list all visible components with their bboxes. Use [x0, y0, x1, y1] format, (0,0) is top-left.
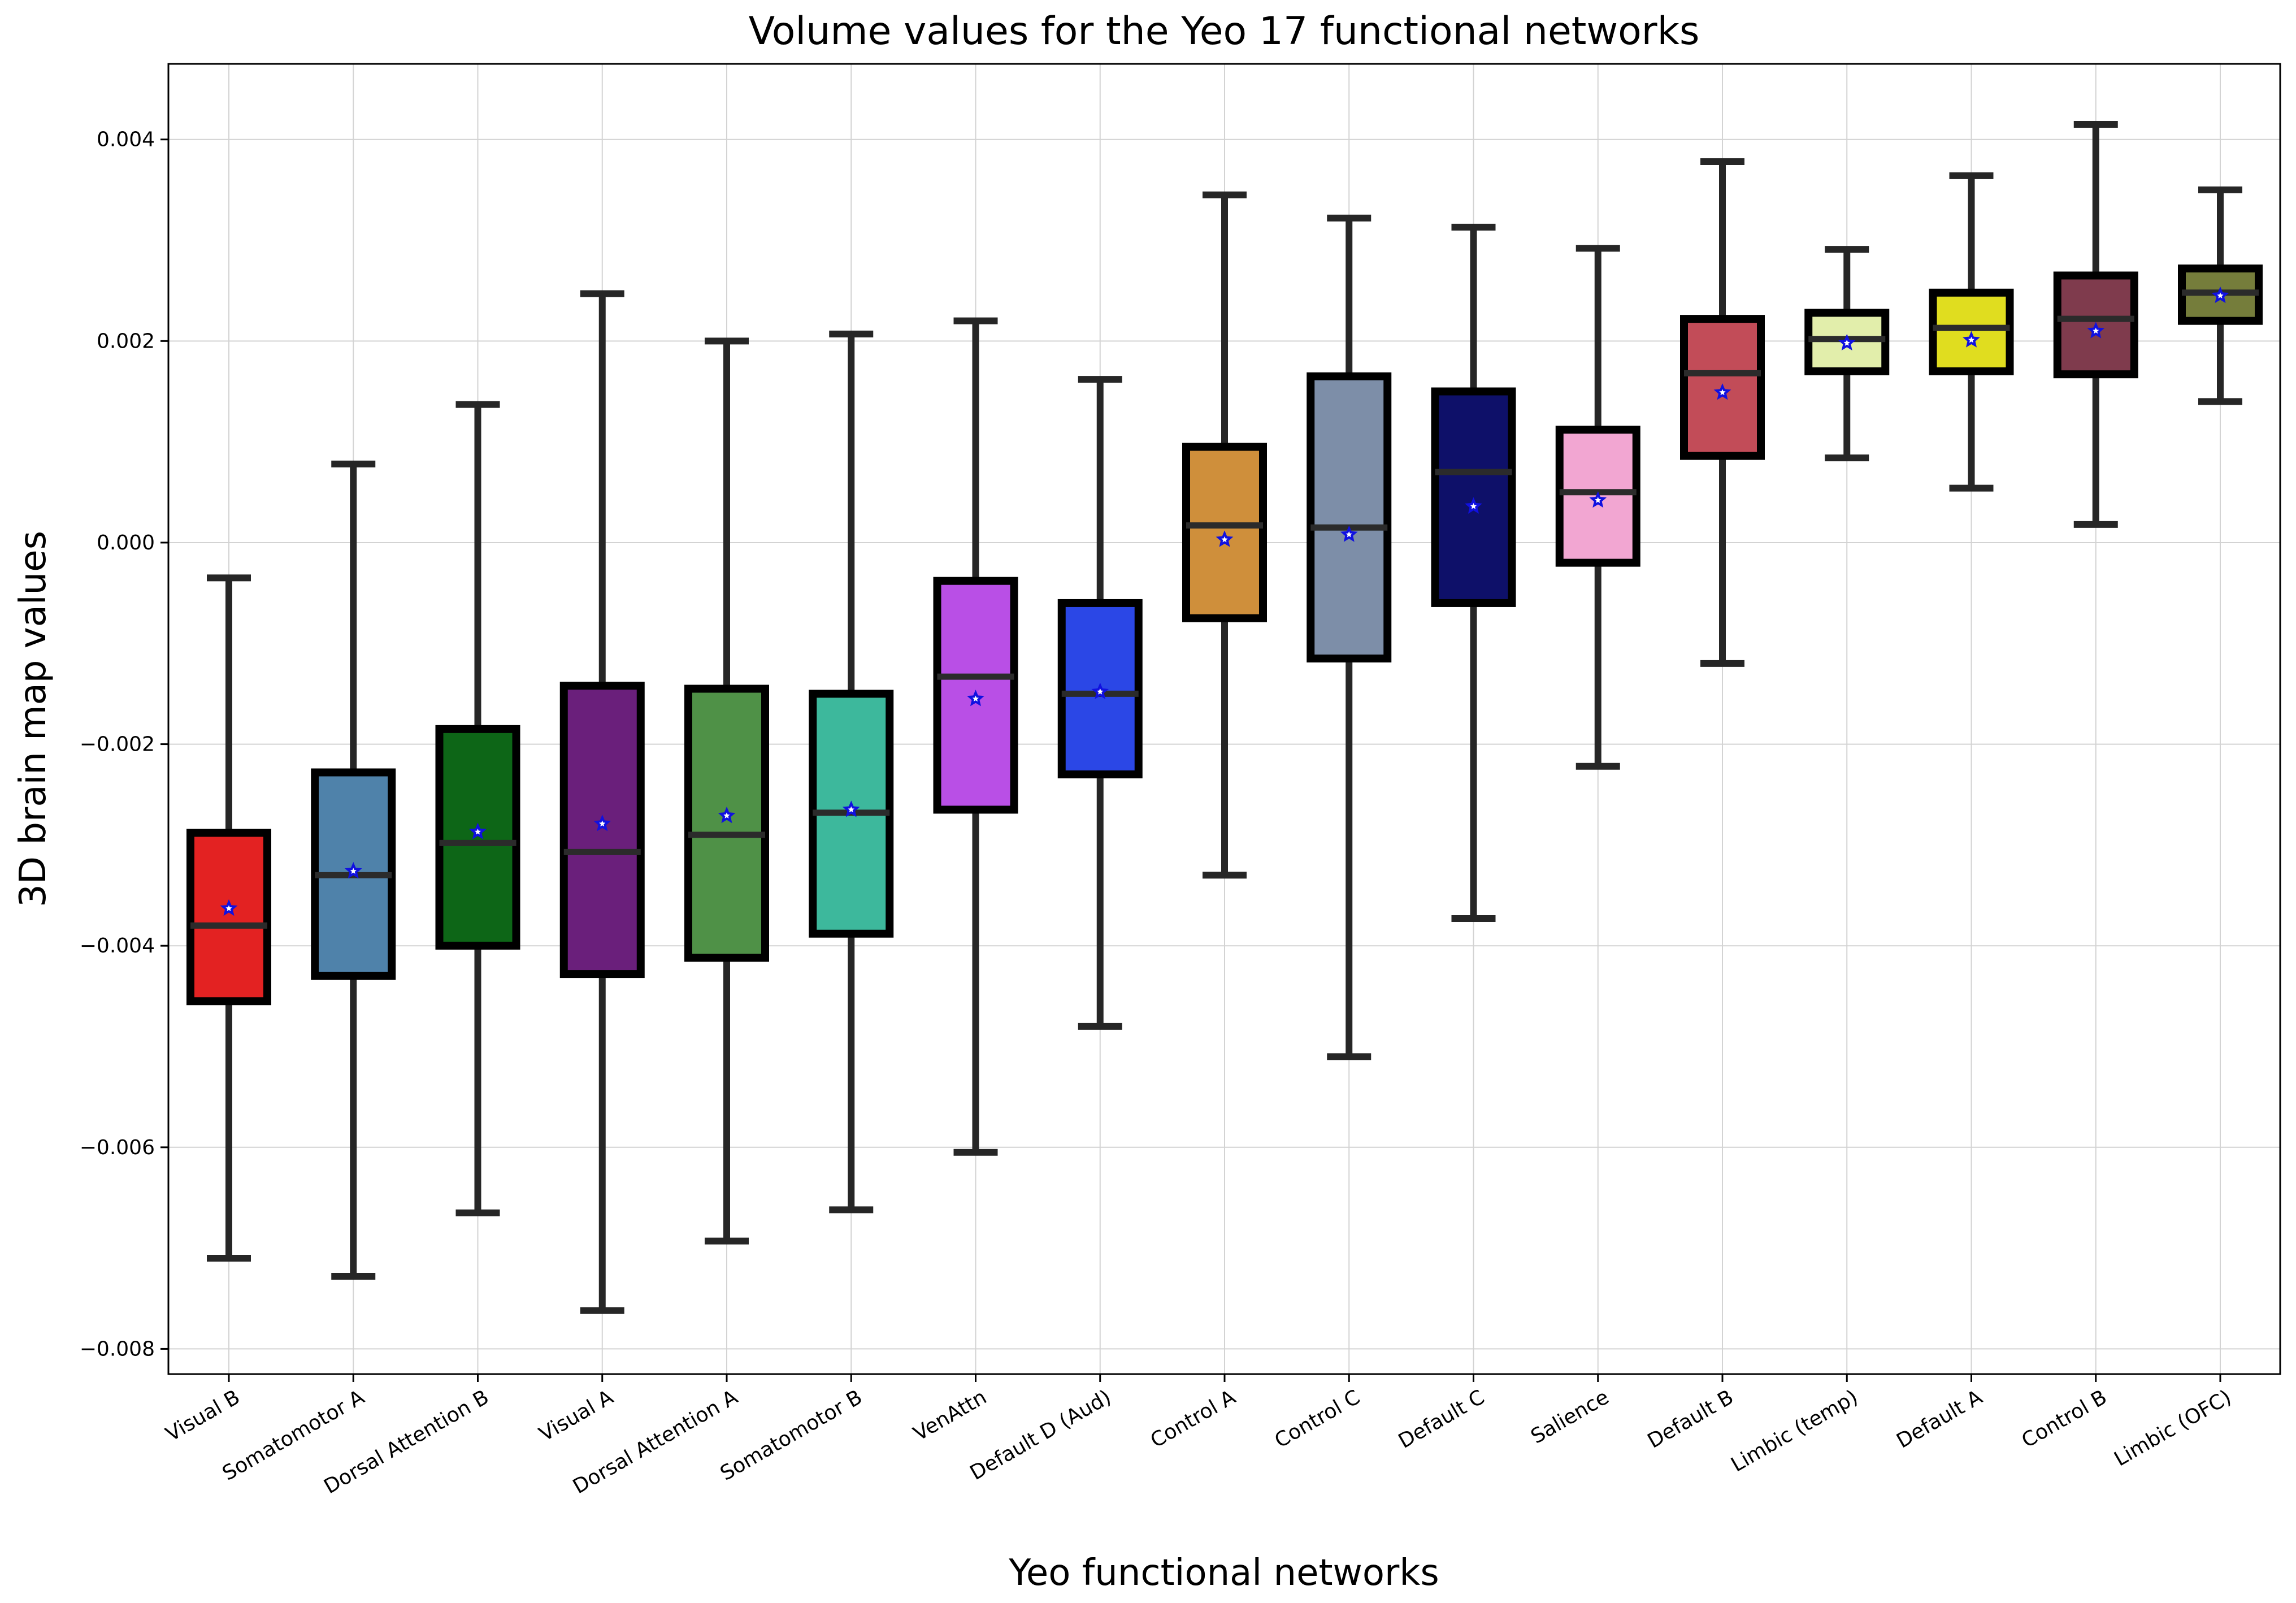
mean-marker [842, 800, 860, 817]
box-group [1431, 223, 1516, 922]
box-group [559, 290, 645, 1314]
y-tick-label: 0.000 [97, 531, 155, 554]
mean-marker [2211, 286, 2229, 304]
mean-marker [593, 815, 611, 831]
box-group [1182, 191, 1267, 879]
box [1555, 426, 1640, 567]
box-group [186, 574, 271, 1262]
mean-marker [967, 690, 984, 707]
mean-marker [469, 822, 487, 839]
box-group [435, 401, 520, 1216]
mean-marker [344, 862, 362, 879]
mean-marker [2087, 322, 2105, 339]
mean-marker [718, 807, 736, 824]
box [1307, 372, 1392, 663]
box-group [1307, 214, 1392, 1060]
chart-title: Volume values for the Yeo 17 functional … [749, 9, 1700, 54]
mean-marker [1091, 682, 1109, 699]
box [684, 684, 769, 962]
box-group [809, 330, 894, 1214]
mean-marker [1465, 497, 1482, 514]
y-tick-label: −0.006 [80, 1136, 155, 1159]
box-group [933, 317, 1018, 1156]
box [186, 829, 271, 1006]
box-group [1057, 376, 1143, 1030]
box [559, 682, 645, 978]
mean-marker [220, 899, 238, 916]
box-group [1929, 172, 2014, 492]
mean-marker [1589, 491, 1607, 508]
box-group [1680, 158, 1765, 667]
box-group [684, 337, 769, 1245]
y-tick-label: −0.004 [80, 934, 155, 958]
box [435, 725, 520, 950]
y-axis-label: 3D brain map values [12, 531, 54, 907]
x-axis-label: Yeo functional networks [1008, 1552, 1439, 1594]
y-tick-label: −0.008 [80, 1337, 155, 1361]
mean-marker [1838, 333, 1856, 350]
box-group [2178, 186, 2263, 405]
box-group [1804, 246, 1890, 462]
y-tick-label: 0.004 [97, 128, 155, 151]
mean-marker [1216, 530, 1234, 547]
mean-marker [1963, 331, 1980, 348]
box-group [1555, 245, 1640, 770]
y-tick-label: −0.002 [80, 733, 155, 756]
box-group [2053, 120, 2138, 528]
mean-marker [1340, 525, 1358, 542]
y-tick-label: 0.002 [97, 330, 155, 353]
plot-area [186, 120, 2263, 1314]
mean-marker [1713, 383, 1731, 400]
box-group [311, 460, 396, 1280]
